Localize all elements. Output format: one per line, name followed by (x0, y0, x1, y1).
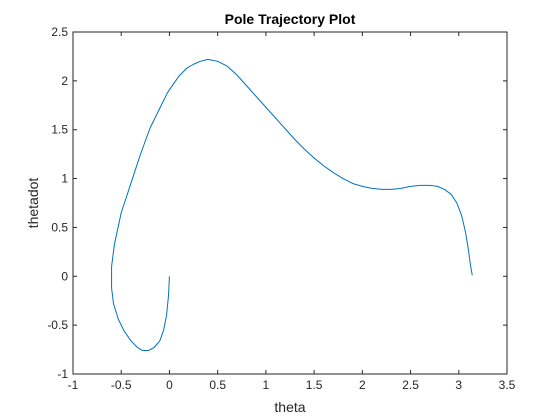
x-tick-label: 1.5 (306, 378, 323, 392)
y-tick-label: 0 (61, 269, 68, 283)
chart-title: Pole Trajectory Plot (225, 11, 356, 27)
y-axis-label: thetadot (25, 178, 41, 229)
y-axis-ticks: -1 -0.5 0 0.5 1 1.5 2 2.5 (47, 25, 507, 381)
x-tick-label: -1 (68, 378, 79, 392)
y-tick-label: 2.5 (51, 25, 68, 39)
x-tick-label: 2.5 (402, 378, 419, 392)
series-group (111, 58, 473, 352)
x-tick-label: 3 (455, 378, 462, 392)
y-tick-label: 1 (61, 172, 68, 186)
x-axis-ticks: -1 -0.5 0 0.5 1 1.5 2 2.5 3 3.5 (68, 32, 516, 392)
x-tick-label: 0.5 (209, 378, 226, 392)
x-tick-label: -0.5 (111, 378, 132, 392)
y-tick-label: 0.5 (51, 220, 68, 234)
plot-area-background (73, 32, 507, 374)
x-tick-label: 0 (166, 378, 173, 392)
x-tick-label: 3.5 (499, 378, 516, 392)
plot-area-frame (72, 31, 508, 375)
x-tick-label: 1 (263, 378, 270, 392)
y-tick-label: 2 (61, 74, 68, 88)
x-tick-label: 2 (359, 378, 366, 392)
y-tick-label: 1.5 (51, 123, 68, 137)
y-tick-label: -0.5 (47, 318, 68, 332)
y-tick-label: -1 (57, 367, 68, 381)
trajectory-line (111, 58, 473, 352)
x-axis-label: theta (274, 399, 305, 415)
